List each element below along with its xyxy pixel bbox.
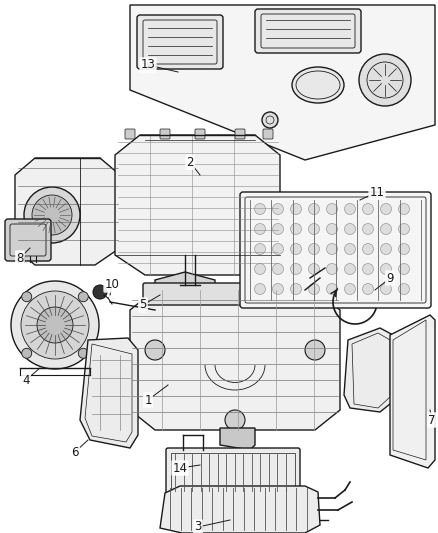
FancyBboxPatch shape	[166, 448, 300, 497]
FancyBboxPatch shape	[143, 283, 325, 305]
Circle shape	[24, 187, 80, 243]
Circle shape	[399, 284, 410, 295]
Polygon shape	[15, 158, 120, 265]
Circle shape	[381, 263, 392, 274]
FancyBboxPatch shape	[160, 129, 170, 139]
Text: 5: 5	[139, 298, 147, 311]
Circle shape	[345, 263, 356, 274]
FancyBboxPatch shape	[195, 129, 205, 139]
Circle shape	[326, 204, 338, 214]
Circle shape	[345, 284, 356, 295]
Circle shape	[399, 244, 410, 254]
Text: 13: 13	[141, 59, 155, 71]
Circle shape	[308, 223, 319, 235]
Circle shape	[272, 263, 283, 274]
Polygon shape	[130, 290, 340, 430]
Circle shape	[262, 112, 278, 128]
Circle shape	[399, 204, 410, 214]
Polygon shape	[130, 5, 435, 160]
Circle shape	[290, 223, 301, 235]
Circle shape	[308, 263, 319, 274]
Circle shape	[290, 204, 301, 214]
FancyBboxPatch shape	[255, 9, 361, 53]
Circle shape	[363, 223, 374, 235]
Circle shape	[290, 284, 301, 295]
Circle shape	[363, 284, 374, 295]
Circle shape	[254, 204, 265, 214]
Polygon shape	[115, 135, 280, 275]
Circle shape	[363, 263, 374, 274]
Circle shape	[381, 284, 392, 295]
FancyBboxPatch shape	[5, 219, 51, 261]
FancyBboxPatch shape	[235, 129, 245, 139]
Circle shape	[254, 244, 265, 254]
Circle shape	[326, 244, 338, 254]
Circle shape	[363, 204, 374, 214]
Text: 10: 10	[105, 279, 120, 292]
Circle shape	[326, 284, 338, 295]
Polygon shape	[160, 486, 320, 533]
Polygon shape	[344, 328, 395, 412]
Circle shape	[345, 244, 356, 254]
Circle shape	[381, 223, 392, 235]
Ellipse shape	[292, 67, 344, 103]
Circle shape	[345, 223, 356, 235]
Circle shape	[399, 223, 410, 235]
Circle shape	[381, 244, 392, 254]
Circle shape	[78, 292, 88, 302]
Text: 1: 1	[144, 393, 152, 407]
Circle shape	[93, 285, 107, 299]
Circle shape	[381, 204, 392, 214]
Circle shape	[305, 340, 325, 360]
Circle shape	[326, 223, 338, 235]
Circle shape	[272, 204, 283, 214]
Circle shape	[21, 291, 89, 359]
Circle shape	[272, 223, 283, 235]
Circle shape	[78, 348, 88, 358]
FancyBboxPatch shape	[137, 15, 223, 69]
Circle shape	[308, 284, 319, 295]
Circle shape	[225, 410, 245, 430]
Circle shape	[363, 244, 374, 254]
Text: 4: 4	[22, 374, 30, 386]
Text: 14: 14	[173, 462, 187, 474]
Circle shape	[22, 292, 32, 302]
Circle shape	[326, 263, 338, 274]
Text: 8: 8	[16, 252, 24, 264]
FancyBboxPatch shape	[125, 129, 135, 139]
Circle shape	[145, 340, 165, 360]
Circle shape	[37, 307, 73, 343]
Polygon shape	[390, 315, 435, 468]
Circle shape	[272, 244, 283, 254]
Circle shape	[290, 244, 301, 254]
Circle shape	[322, 258, 332, 268]
Text: 6: 6	[71, 446, 79, 458]
Polygon shape	[155, 272, 215, 308]
Circle shape	[254, 223, 265, 235]
Circle shape	[308, 204, 319, 214]
Text: 11: 11	[370, 185, 385, 198]
Text: 9: 9	[386, 271, 394, 285]
FancyBboxPatch shape	[240, 192, 431, 308]
Circle shape	[399, 263, 410, 274]
Circle shape	[345, 204, 356, 214]
Circle shape	[308, 244, 319, 254]
Text: 7: 7	[428, 414, 436, 426]
Circle shape	[290, 263, 301, 274]
Text: 3: 3	[194, 521, 201, 533]
Circle shape	[272, 284, 283, 295]
FancyBboxPatch shape	[263, 129, 273, 139]
Circle shape	[254, 263, 265, 274]
Polygon shape	[80, 338, 138, 448]
Circle shape	[11, 281, 99, 369]
Polygon shape	[220, 428, 255, 450]
Circle shape	[359, 54, 411, 106]
Text: 2: 2	[186, 156, 194, 168]
Circle shape	[22, 348, 32, 358]
Circle shape	[32, 195, 72, 235]
Circle shape	[254, 284, 265, 295]
